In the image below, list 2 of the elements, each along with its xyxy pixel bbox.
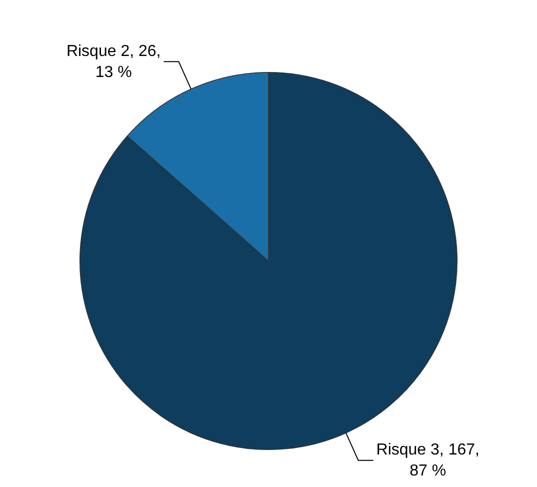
slice-label: Risque 3, 167, 87 % xyxy=(376,442,480,480)
slice-label: Risque 2, 26, 13 % xyxy=(66,43,161,82)
